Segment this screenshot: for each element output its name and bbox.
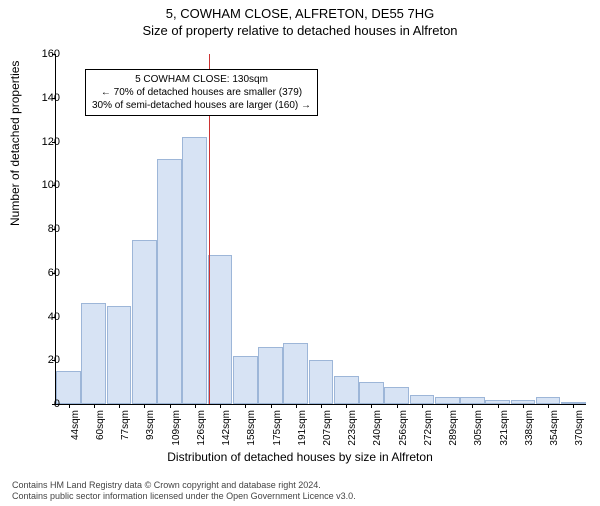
xtick-mark: [422, 404, 423, 408]
xtick-mark: [573, 404, 574, 408]
xtick-mark: [94, 404, 95, 408]
xtick-label: 321sqm: [499, 410, 510, 450]
chart-title-line2: Size of property relative to detached ho…: [0, 23, 600, 38]
xtick-label: 272sqm: [423, 410, 434, 450]
histogram-bar: [81, 303, 106, 404]
histogram-bar: [258, 347, 283, 404]
xtick-label: 223sqm: [347, 410, 358, 450]
xtick-label: 191sqm: [297, 410, 308, 450]
histogram-bar: [359, 382, 384, 404]
xtick-label: 60sqm: [95, 410, 106, 450]
xtick-mark: [220, 404, 221, 408]
ytick-label: 160: [20, 48, 60, 60]
histogram-bar: [208, 255, 233, 404]
histogram-bar: [182, 137, 207, 404]
xtick-mark: [346, 404, 347, 408]
ytick-label: 60: [20, 267, 60, 279]
xtick-label: 256sqm: [398, 410, 409, 450]
xtick-label: 175sqm: [272, 410, 283, 450]
callout-line: ← 70% of detached houses are smaller (37…: [92, 86, 311, 99]
callout-line: 30% of semi-detached houses are larger (…: [92, 99, 311, 112]
xtick-mark: [397, 404, 398, 408]
xtick-mark: [321, 404, 322, 408]
xtick-mark: [69, 404, 70, 408]
xtick-label: 44sqm: [70, 410, 81, 450]
histogram-bar: [157, 159, 182, 404]
ytick-label: 20: [20, 354, 60, 366]
histogram-bar: [410, 395, 435, 404]
footer-attribution: Contains HM Land Registry data © Crown c…: [12, 480, 356, 502]
xtick-mark: [447, 404, 448, 408]
xtick-label: 354sqm: [549, 410, 560, 450]
histogram-bar: [334, 376, 359, 404]
xtick-label: 142sqm: [221, 410, 232, 450]
xtick-mark: [523, 404, 524, 408]
xtick-label: 207sqm: [322, 410, 333, 450]
histogram-bar: [233, 356, 258, 404]
xtick-mark: [472, 404, 473, 408]
xtick-label: 338sqm: [524, 410, 535, 450]
ytick-label: 0: [20, 398, 60, 410]
xtick-mark: [296, 404, 297, 408]
xtick-mark: [119, 404, 120, 408]
xtick-label: 370sqm: [574, 410, 585, 450]
histogram-bar: [283, 343, 308, 404]
histogram-bar: [107, 306, 132, 404]
histogram-bar: [384, 387, 409, 405]
callout-line: 5 COWHAM CLOSE: 130sqm: [92, 73, 311, 86]
x-axis-label: Distribution of detached houses by size …: [0, 450, 600, 464]
ytick-label: 40: [20, 311, 60, 323]
xtick-label: 93sqm: [145, 410, 156, 450]
xtick-mark: [245, 404, 246, 408]
footer-line2: Contains public sector information licen…: [12, 491, 356, 502]
callout-box: 5 COWHAM CLOSE: 130sqm← 70% of detached …: [85, 69, 318, 116]
xtick-mark: [498, 404, 499, 408]
xtick-mark: [144, 404, 145, 408]
xtick-mark: [371, 404, 372, 408]
ytick-label: 120: [20, 136, 60, 148]
ytick-label: 140: [20, 92, 60, 104]
xtick-label: 158sqm: [246, 410, 257, 450]
chart-title-line1: 5, COWHAM CLOSE, ALFRETON, DE55 7HG: [0, 6, 600, 21]
xtick-label: 305sqm: [473, 410, 484, 450]
ytick-label: 80: [20, 223, 60, 235]
xtick-mark: [271, 404, 272, 408]
xtick-mark: [548, 404, 549, 408]
xtick-label: 126sqm: [196, 410, 207, 450]
xtick-label: 289sqm: [448, 410, 459, 450]
xtick-mark: [170, 404, 171, 408]
xtick-label: 77sqm: [120, 410, 131, 450]
xtick-label: 109sqm: [171, 410, 182, 450]
histogram-bar: [132, 240, 157, 404]
xtick-label: 240sqm: [372, 410, 383, 450]
histogram-bar: [309, 360, 334, 404]
ytick-label: 100: [20, 179, 60, 191]
xtick-mark: [195, 404, 196, 408]
footer-line1: Contains HM Land Registry data © Crown c…: [12, 480, 356, 491]
